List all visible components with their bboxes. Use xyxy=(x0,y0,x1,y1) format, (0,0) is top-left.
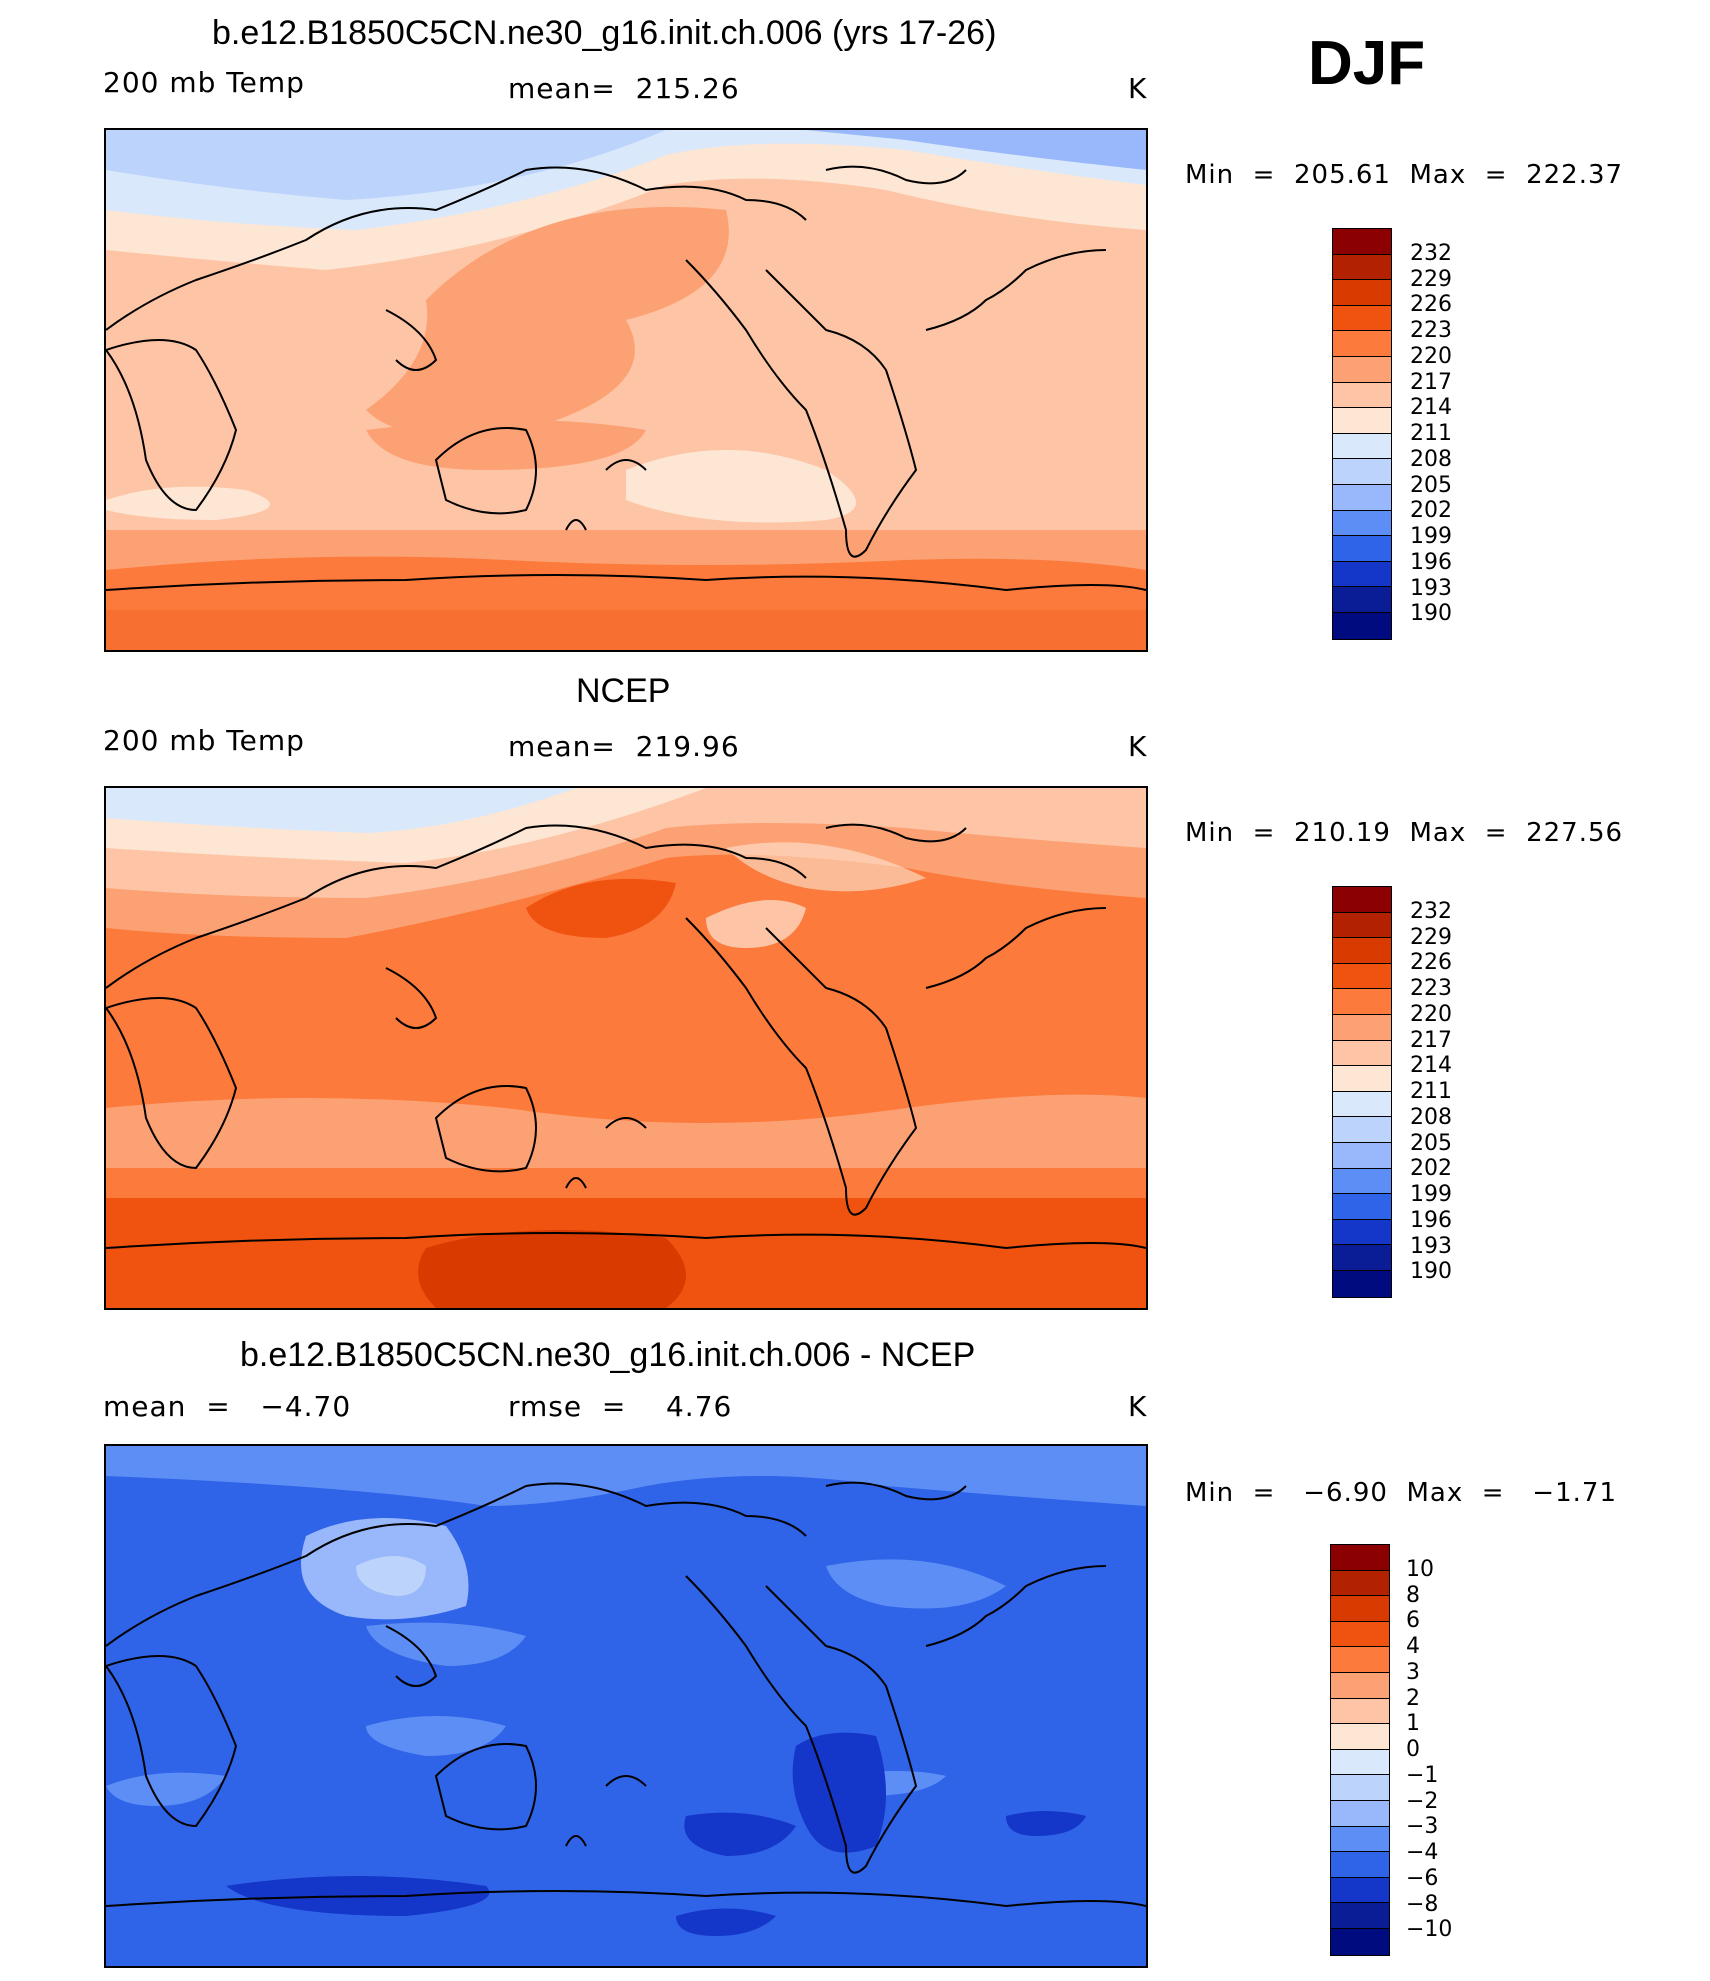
panel1-colorbar-label: 199 xyxy=(1410,524,1452,549)
panel2-colorbar-label: 229 xyxy=(1410,924,1452,950)
panel2-colorbar-label: 190 xyxy=(1410,1259,1452,1285)
panel1-colorbar xyxy=(1332,228,1392,640)
panel2-variable-label: 200 mb Temp xyxy=(103,724,305,757)
panel2-colorbar-label: 217 xyxy=(1410,1027,1452,1053)
panel3-colorbar-label: −3 xyxy=(1406,1814,1439,1840)
panel3-colorbar-label: −2 xyxy=(1406,1788,1439,1814)
panel3-colorbar xyxy=(1330,1544,1390,1956)
panel1-mean-label: mean= 215.26 xyxy=(508,72,740,105)
panel2-colorbar-label: 196 xyxy=(1410,1207,1452,1233)
panel2-colorbar xyxy=(1332,886,1392,1298)
panel2-mean-label: mean= 219.96 xyxy=(508,730,740,763)
panel3-colorbar-label: −8 xyxy=(1406,1891,1439,1917)
panel3-colorbar-label: −6 xyxy=(1406,1865,1439,1891)
panel2-coastlines xyxy=(106,823,1146,1250)
panel1-colorbar-label: 193 xyxy=(1410,575,1452,601)
panel1-title: b.e12.B1850C5CN.ne30_g16.init.ch.006 (yr… xyxy=(212,14,997,52)
panel3-colorbar-label: 6 xyxy=(1406,1608,1420,1634)
panel1-minmax: Min = 205.61 Max = 222.37 xyxy=(1185,160,1624,190)
panel2-colorbar-label: 220 xyxy=(1410,1001,1452,1027)
panel1-colorbar-label: 208 xyxy=(1410,446,1452,472)
panel2-colorbar-label: 232 xyxy=(1410,898,1452,924)
panel1-colorbar-label: 196 xyxy=(1410,549,1452,575)
panel3-colorbar-label: 4 xyxy=(1406,1634,1420,1659)
panel2-colorbar-label: 193 xyxy=(1410,1233,1452,1259)
panel2-colorbar-label: 226 xyxy=(1410,950,1452,976)
panel1-coastlines xyxy=(106,165,1146,592)
panel1-colorbar-label: 205 xyxy=(1410,472,1452,498)
panel2-colorbar-label: 208 xyxy=(1410,1104,1452,1130)
panel1-units-label: K xyxy=(1128,72,1148,105)
panel2-colorbar-label: 202 xyxy=(1410,1156,1452,1182)
panel2-colorbar-label: 205 xyxy=(1410,1130,1452,1156)
panel1-colorbar-label: 217 xyxy=(1410,369,1452,395)
panel1-colorbar-label: 214 xyxy=(1410,395,1452,421)
panel3-colorbar-label: 0 xyxy=(1406,1737,1420,1762)
panel2-colorbar-label: 211 xyxy=(1410,1079,1452,1104)
panel1-colorbar-label: 232 xyxy=(1410,240,1452,266)
panel3-coastlines xyxy=(106,1481,1146,1908)
panel3-colorbar-label: 10 xyxy=(1406,1556,1434,1582)
panel2-minmax: Min = 210.19 Max = 227.56 xyxy=(1185,818,1624,848)
panel3-colorbar-label: 3 xyxy=(1406,1659,1420,1685)
panel1-map xyxy=(104,128,1148,652)
panel1-colorbar-label: 202 xyxy=(1410,498,1452,524)
panel2-colorbar-label: 214 xyxy=(1410,1053,1452,1079)
panel2-colorbar-label: 223 xyxy=(1410,976,1452,1001)
panel3-title: b.e12.B1850C5CN.ne30_g16.init.ch.006 - N… xyxy=(240,1336,976,1374)
panel2-colorbar-label: 199 xyxy=(1410,1182,1452,1207)
panel1-colorbar-label: 211 xyxy=(1410,421,1452,446)
panel3-colorbar-label: 1 xyxy=(1406,1711,1420,1737)
panel3-colorbar-label: −4 xyxy=(1406,1840,1439,1865)
panel3-map xyxy=(104,1444,1148,1968)
panel3-map-svg xyxy=(106,1446,1146,1966)
panel3-colorbar-label: 8 xyxy=(1406,1582,1420,1608)
panel2-map-svg xyxy=(106,788,1146,1308)
panel3-colorbar-label: 2 xyxy=(1406,1685,1420,1711)
season-label: DJF xyxy=(1308,29,1426,98)
panel3-mean-label: mean = −4.70 xyxy=(103,1390,352,1423)
panel1-colorbar-label: 229 xyxy=(1410,266,1452,292)
panel1-colorbar-label: 220 xyxy=(1410,343,1452,369)
panel1-colorbar-label: 223 xyxy=(1410,318,1452,343)
panel2-title: NCEP xyxy=(576,672,671,710)
panel3-rmse-label: rmse = 4.76 xyxy=(508,1390,733,1423)
panel3-minmax: Min = −6.90 Max = −1.71 xyxy=(1185,1478,1617,1508)
panel2-map xyxy=(104,786,1148,1310)
panel1-map-svg xyxy=(106,130,1146,650)
panel1-colorbar-label: 226 xyxy=(1410,292,1452,318)
panel1-variable-label: 200 mb Temp xyxy=(103,66,305,99)
panel1-colorbar-label: 190 xyxy=(1410,601,1452,627)
panel3-colorbar-label: −10 xyxy=(1406,1917,1453,1943)
panel2-units-label: K xyxy=(1128,730,1148,763)
panel3-colorbar-label: −1 xyxy=(1406,1762,1439,1788)
panel3-units-label: K xyxy=(1128,1390,1148,1423)
